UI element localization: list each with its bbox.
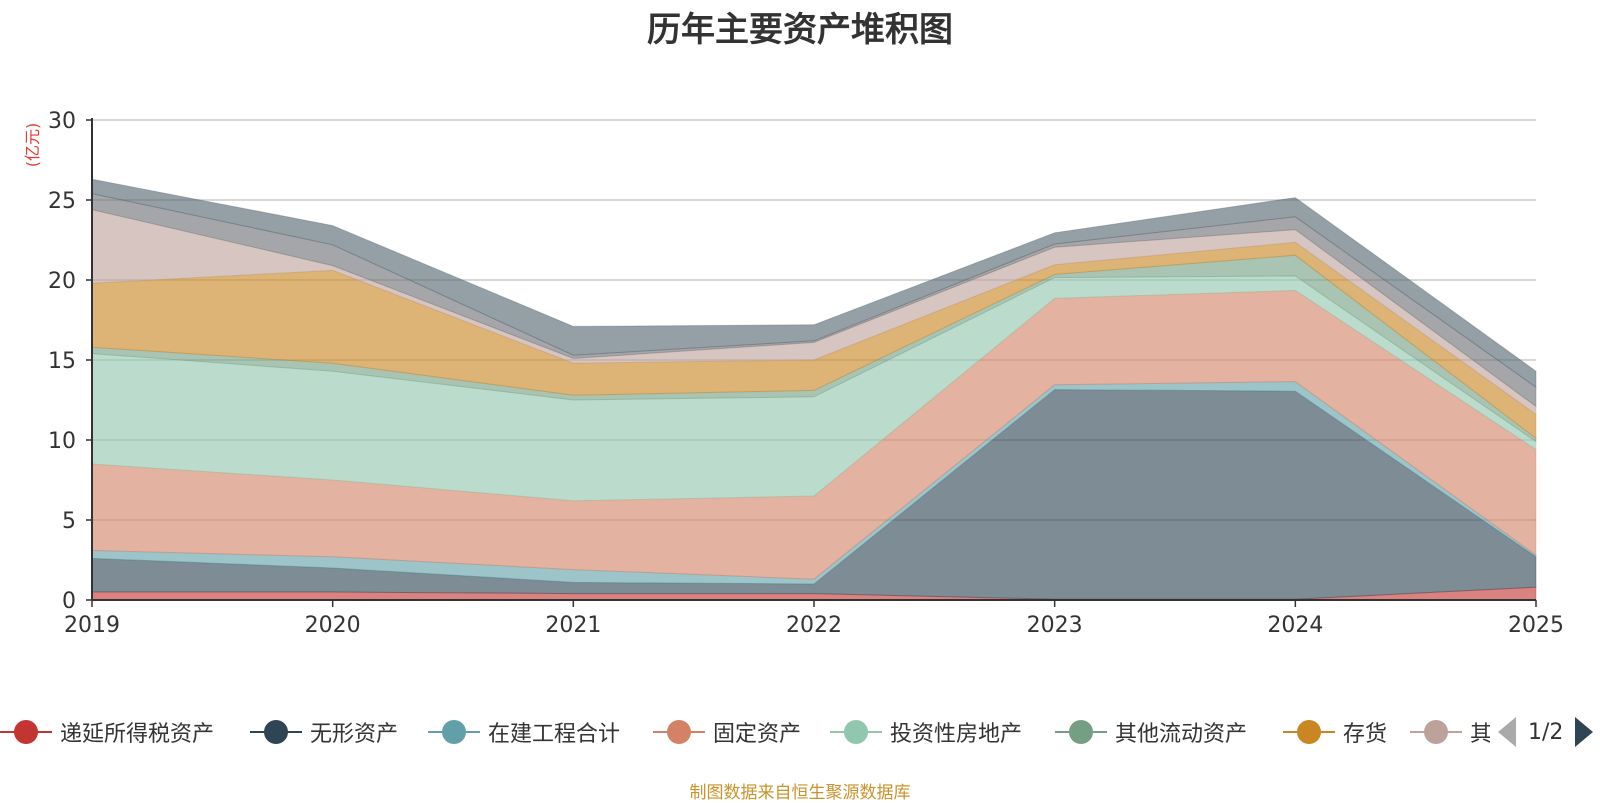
legend-label: 无形资产 [310,722,399,747]
legend-marker-icon [830,717,882,747]
legend-item[interactable]: 固定资产 [653,708,801,756]
legend-marker-icon [1055,717,1107,747]
y-tick-label: 10 [48,429,76,454]
legend-label: 其 [1470,722,1490,747]
legend-marker-icon [250,717,302,747]
legend-item[interactable]: 投资性房地产 [830,708,1022,756]
area-series-9[interactable] [91,178,1537,389]
legend-label: 在建工程合计 [488,722,621,747]
legend-item[interactable]: 其 [1410,708,1490,756]
legend-item[interactable]: 递延所得税资产 [0,708,214,756]
legend-label: 存货 [1343,722,1388,747]
area-series-1[interactable] [91,389,1537,600]
legend-pager: 1/2 [1498,712,1594,752]
legend-clip: 递延所得税资产 无形资产 在建工程合计 固定资产 投资性房地产 其他流动资产 存货 其 [0,700,1490,760]
y-tick-label: 5 [62,509,76,534]
chart-title: 历年主要资产堆积图 [647,10,953,50]
legend-label: 投资性房地产 [890,722,1023,747]
legend-label: 固定资产 [713,722,802,747]
legend-label: 递延所得税资产 [60,722,215,747]
y-tick-label: 0 [62,589,76,614]
legend-marker-icon [1410,717,1462,747]
x-tick-label: 2020 [305,613,361,638]
y-tick-label: 20 [48,269,76,294]
y-tick-label: 30 [48,109,76,134]
x-tick-label: 2024 [1267,613,1323,638]
y-tick-label: 15 [48,349,76,374]
legend-label: 其他流动资产 [1115,722,1248,747]
x-tick-label: 2023 [1027,613,1083,638]
legend-page-indicator: 1/2 [1528,719,1564,745]
legend-prev-page-icon[interactable] [1498,717,1516,747]
data-source-note: 制图数据来自恒生聚源数据库 [689,783,911,803]
legend-item[interactable]: 其他流动资产 [1055,708,1247,756]
area-series-3[interactable] [91,289,1537,580]
y-tick-label: 25 [48,189,76,214]
area-series-2[interactable] [91,381,1537,585]
legend-next-page-icon[interactable] [1575,717,1594,747]
legend-item[interactable]: 在建工程合计 [428,708,620,756]
legend-item[interactable]: 无形资产 [250,708,398,756]
area-series-7[interactable] [91,208,1537,416]
legend-marker-icon [1283,717,1335,747]
legend-item[interactable]: 存货 [1283,708,1387,756]
x-tick-label: 2021 [545,613,601,638]
y-axis-unit-label: (亿元) [23,123,42,168]
x-tick-label: 2025 [1508,613,1564,638]
legend: 递延所得税资产 无形资产 在建工程合计 固定资产 投资性房地产 其他流动资产 存货 其 [0,708,1490,756]
legend-marker-icon [653,717,705,747]
legend-marker-icon [428,717,480,747]
legend-marker-icon [0,717,52,747]
x-tick-label: 2019 [64,613,120,638]
x-tick-label: 2022 [786,613,842,638]
area-layer [91,178,1537,601]
